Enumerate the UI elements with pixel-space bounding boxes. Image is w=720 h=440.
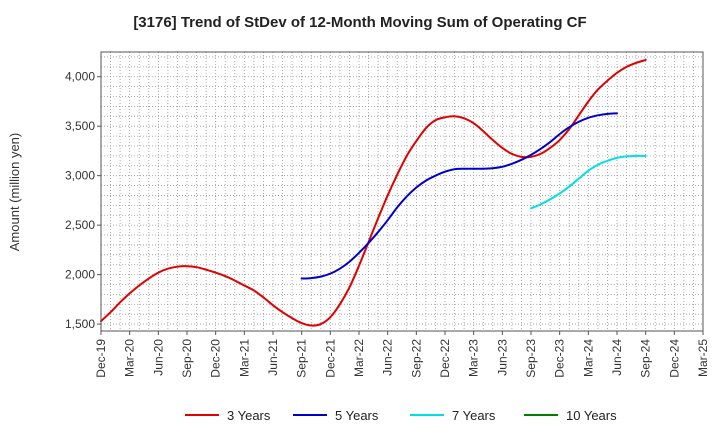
- series-line-5-years: [300, 112, 618, 280]
- x-tick-label: Sep-24: [639, 339, 653, 378]
- x-tick-label: Mar-25: [696, 339, 710, 377]
- x-tick-label: Mar-22: [352, 339, 366, 377]
- x-tick-label: Dec-21: [323, 339, 337, 378]
- chart-title: [3176] Trend of StDev of 12-Month Moving…: [133, 14, 587, 31]
- x-tick-label: Dec-22: [438, 339, 452, 378]
- x-tick-label: Sep-23: [524, 339, 538, 378]
- legend-label-5-years: 5 Years: [335, 407, 379, 423]
- x-tick-label: Jun-21: [266, 339, 280, 376]
- x-tick-label: Dec-23: [553, 339, 567, 378]
- axis-layer: 1,500 2,000 2,500 3,000 3,500 4,000 Dec-19 Mar-…: [65, 51, 710, 378]
- y-tick-label: 3,500: [65, 119, 95, 133]
- x-tick-label: Jun-23: [495, 339, 509, 376]
- series-line-3-years: [100, 58, 647, 327]
- legend-label-10-years: 10 Years: [566, 407, 617, 423]
- legend: 3 Years 5 Years 7 Years 10 Years: [0, 405, 720, 425]
- y-tick-label: 1,500: [65, 317, 95, 331]
- x-tick-label: Mar-24: [581, 339, 595, 377]
- x-tick-label: Mar-20: [123, 339, 137, 377]
- y-tick-label: 3,000: [65, 169, 95, 183]
- y-tick-label: 2,000: [65, 268, 95, 282]
- series-line-7-years: [530, 154, 647, 210]
- series-layer: [100, 58, 647, 327]
- x-tick-label: Dec-24: [667, 339, 681, 378]
- x-tick-label: Mar-23: [467, 339, 481, 377]
- legend-item-7-years: 7 Years: [410, 405, 495, 425]
- legend-label-7-years: 7 Years: [452, 407, 496, 423]
- legend-swatch-5-years: [293, 414, 327, 416]
- plot-area: [101, 52, 703, 331]
- legend-swatch-3-years: [185, 414, 219, 416]
- y-axis-label: Amount (million yen): [7, 133, 22, 252]
- legend-swatch-10-years: [524, 414, 558, 416]
- x-tick-label: Dec-20: [209, 339, 223, 378]
- legend-label-3-years: 3 Years: [227, 407, 271, 423]
- x-tick-label: Jun-20: [151, 339, 165, 376]
- legend-item-5-years: 5 Years: [293, 405, 378, 425]
- legend-swatch-7-years: [410, 414, 444, 416]
- grid-layer: [100, 52, 704, 331]
- plot-border: [100, 51, 704, 332]
- legend-item-10-years: 10 Years: [524, 405, 617, 425]
- x-tick-label: Sep-21: [295, 339, 309, 378]
- y-tick-label: 4,000: [65, 70, 95, 84]
- y-tick-label: 2,500: [65, 218, 95, 232]
- x-tick-label: Jun-22: [381, 339, 395, 376]
- legend-item-3-years: 3 Years: [185, 405, 270, 425]
- x-tick-label: Sep-20: [180, 339, 194, 378]
- x-tick-label: Sep-22: [409, 339, 423, 378]
- x-tick-label: Mar-21: [237, 339, 251, 377]
- x-tick-label: Jun-24: [610, 339, 624, 376]
- x-tick-label: Dec-19: [94, 339, 108, 378]
